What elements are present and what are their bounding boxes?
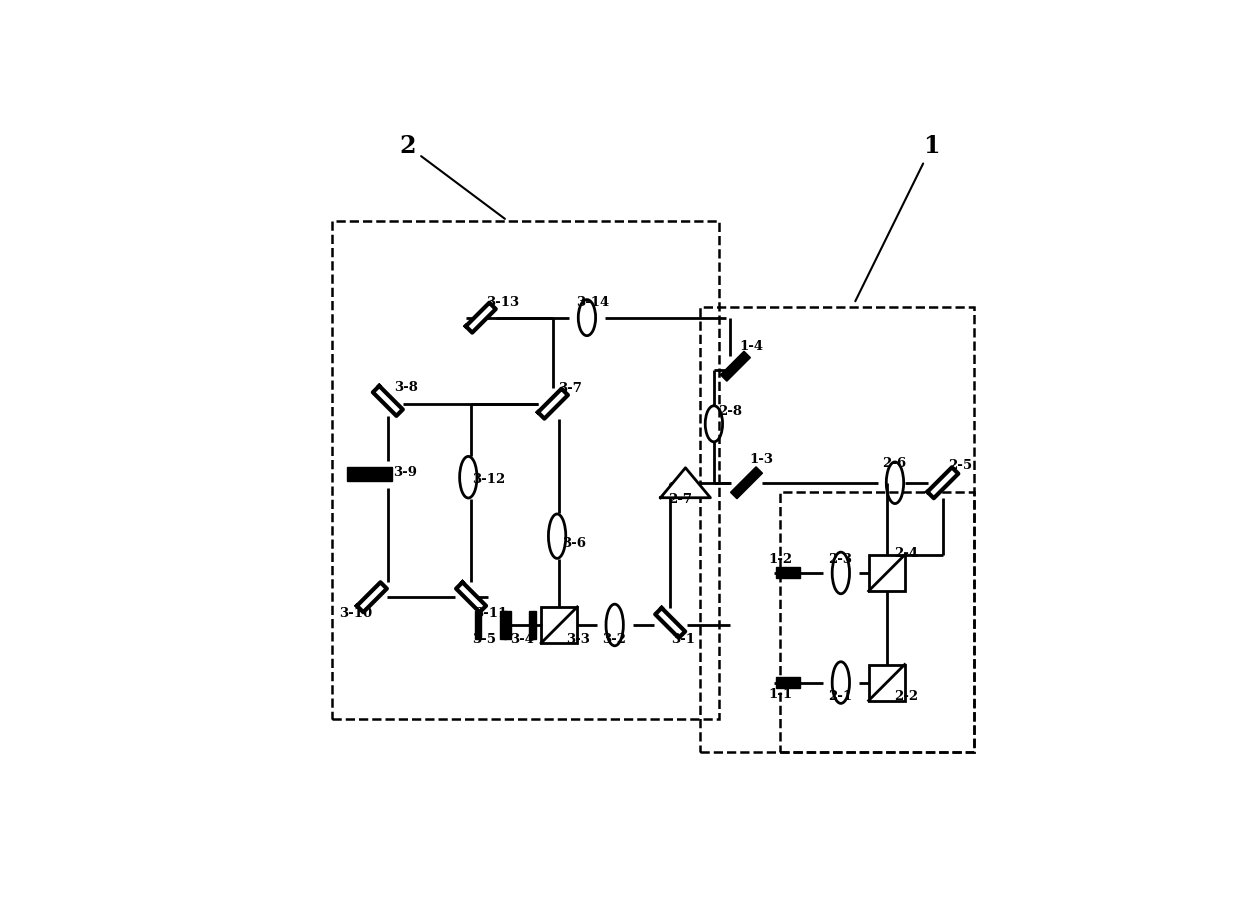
- Polygon shape: [538, 388, 568, 419]
- Polygon shape: [357, 582, 387, 612]
- Text: 2-7: 2-7: [668, 494, 692, 506]
- Text: 3-9: 3-9: [393, 467, 417, 479]
- Text: 1: 1: [856, 134, 940, 301]
- Text: 2-8: 2-8: [718, 405, 742, 418]
- Text: 2-6: 2-6: [882, 458, 906, 470]
- Bar: [528, 611, 536, 639]
- Text: 3-3: 3-3: [567, 633, 590, 646]
- Text: 3-2: 3-2: [603, 633, 626, 646]
- Polygon shape: [655, 608, 686, 638]
- Text: 2-2: 2-2: [894, 689, 919, 703]
- Bar: [475, 611, 481, 639]
- Bar: [347, 468, 392, 481]
- Text: 2-4: 2-4: [894, 548, 919, 560]
- Bar: [701, 306, 975, 752]
- Polygon shape: [661, 468, 711, 497]
- Text: 1-2: 1-2: [769, 553, 792, 566]
- Text: 1-3: 1-3: [749, 453, 774, 466]
- Polygon shape: [466, 303, 496, 332]
- Text: 3-4: 3-4: [511, 633, 534, 646]
- Text: 3-12: 3-12: [472, 473, 506, 487]
- Bar: [332, 221, 719, 719]
- Text: 3-11: 3-11: [475, 607, 508, 620]
- Text: 3-1: 3-1: [672, 633, 696, 646]
- Bar: [541, 607, 578, 643]
- Text: 1-4: 1-4: [739, 340, 764, 353]
- Text: 1-1: 1-1: [769, 688, 792, 701]
- Text: 2: 2: [399, 134, 505, 219]
- Polygon shape: [456, 582, 486, 612]
- Polygon shape: [720, 351, 750, 381]
- Text: 3-8: 3-8: [394, 381, 418, 394]
- Bar: [500, 611, 506, 639]
- Bar: [503, 611, 511, 639]
- Polygon shape: [928, 468, 959, 498]
- Text: 3-10: 3-10: [340, 607, 372, 620]
- Text: 2-3: 2-3: [828, 553, 852, 566]
- Text: 2-1: 2-1: [828, 689, 852, 703]
- Polygon shape: [730, 467, 763, 498]
- Bar: [868, 665, 905, 701]
- Bar: [776, 677, 800, 688]
- Text: 3-13: 3-13: [486, 296, 518, 309]
- Text: 3-7: 3-7: [558, 382, 583, 396]
- Text: 3-6: 3-6: [562, 537, 587, 550]
- Bar: [776, 568, 800, 578]
- Text: 3-14: 3-14: [577, 296, 610, 309]
- Text: 3-5: 3-5: [471, 633, 496, 646]
- Bar: [868, 555, 905, 591]
- Polygon shape: [373, 386, 403, 416]
- Text: 2-5: 2-5: [947, 459, 972, 471]
- Bar: [780, 492, 975, 752]
